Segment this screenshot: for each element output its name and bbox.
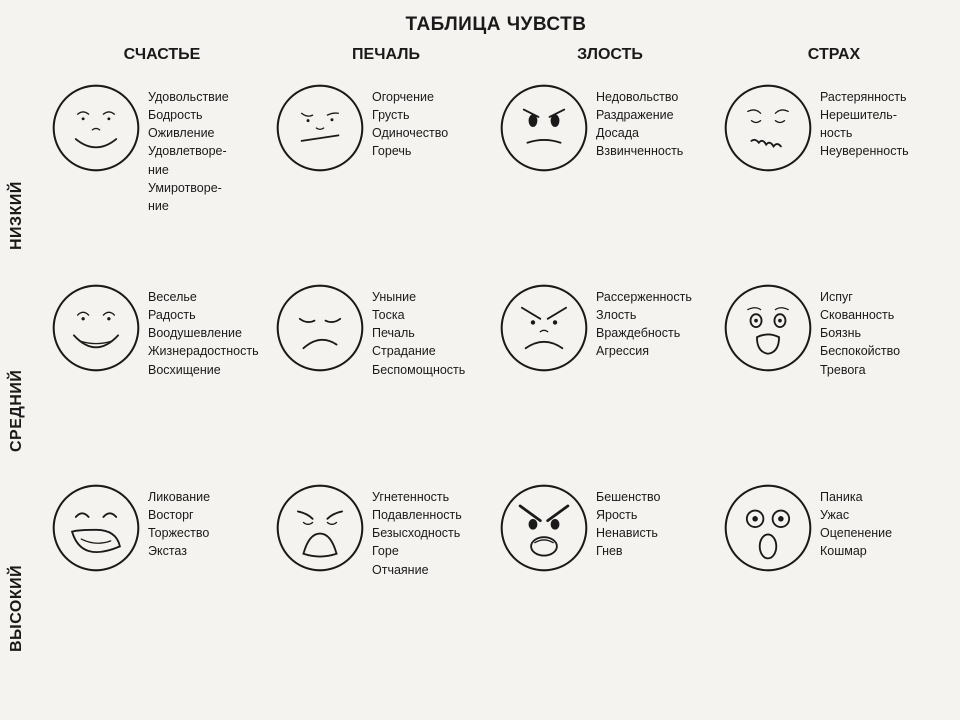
row-label-high: ВЫСОКИЙ (8, 565, 26, 652)
words-fear-low: Растерянность Нерешитель- ность Неуверен… (820, 82, 909, 161)
col-header-anger: ЗЛОСТЬ (498, 42, 722, 72)
face-sad-high-icon (274, 482, 366, 574)
col-header-happy: СЧАСТЬЕ (50, 42, 274, 72)
words-happy-low: Удовольствие Бодрость Оживление Удовлетв… (148, 82, 229, 215)
face-fear-low-icon (722, 82, 814, 174)
cell-happy-high: Ликование Восторг Торжество Экстаз (50, 472, 274, 672)
row-label-low: НИЗКИЙ (8, 181, 26, 250)
cell-anger-high: Бешенство Ярость Ненависть Гнев (498, 472, 722, 672)
words-fear-mid: Испуг Скованность Боязнь Беспокойство Тр… (820, 282, 900, 379)
words-fear-high: Паника Ужас Оцепенение Кошмар (820, 482, 892, 561)
words-happy-high: Ликование Восторг Торжество Экстаз (148, 482, 210, 561)
cell-anger-low: Недовольство Раздражение Досада Взвинчен… (498, 72, 722, 272)
face-happy-high-icon (50, 482, 142, 574)
face-anger-high-icon (498, 482, 590, 574)
feelings-table: ТАБЛИЦА ЧУВСТВ СЧАСТЬЕ ПЕЧАЛЬ ЗЛОСТЬ СТР… (0, 0, 960, 720)
cell-anger-mid: Рассерженность Злость Враждебность Агрес… (498, 272, 722, 472)
column-headers: СЧАСТЬЕ ПЕЧАЛЬ ЗЛОСТЬ СТРАХ (50, 42, 946, 72)
face-sad-low-icon (274, 82, 366, 174)
feelings-grid: Удовольствие Бодрость Оживление Удовлетв… (50, 72, 946, 672)
cell-sad-mid: Уныние Тоска Печаль Страдание Беспомощно… (274, 272, 498, 472)
face-happy-low-icon (50, 82, 142, 174)
face-anger-mid-icon (498, 282, 590, 374)
face-happy-mid-icon (50, 282, 142, 374)
face-anger-low-icon (498, 82, 590, 174)
words-sad-mid: Уныние Тоска Печаль Страдание Беспомощно… (372, 282, 465, 379)
col-header-sad: ПЕЧАЛЬ (274, 42, 498, 72)
cell-fear-high: Паника Ужас Оцепенение Кошмар (722, 472, 946, 672)
cell-happy-mid: Веселье Радость Воодушевление Жизнерадос… (50, 272, 274, 472)
page-title: ТАБЛИЦА ЧУВСТВ (46, 14, 946, 36)
cell-happy-low: Удовольствие Бодрость Оживление Удовлетв… (50, 72, 274, 272)
row-label-mid: СРЕДНИЙ (8, 370, 26, 452)
face-sad-mid-icon (274, 282, 366, 374)
cell-sad-high: Угнетенность Подавленность Безысходность… (274, 472, 498, 672)
words-sad-high: Угнетенность Подавленность Безысходность… (372, 482, 462, 579)
cell-sad-low: Огорчение Грусть Одиночество Горечь (274, 72, 498, 272)
cell-fear-mid: Испуг Скованность Боязнь Беспокойство Тр… (722, 272, 946, 472)
face-fear-mid-icon (722, 282, 814, 374)
words-sad-low: Огорчение Грусть Одиночество Горечь (372, 82, 448, 161)
words-anger-high: Бешенство Ярость Ненависть Гнев (596, 482, 660, 561)
face-fear-high-icon (722, 482, 814, 574)
words-happy-mid: Веселье Радость Воодушевление Жизнерадос… (148, 282, 259, 379)
words-anger-mid: Рассерженность Злость Враждебность Агрес… (596, 282, 692, 361)
cell-fear-low: Растерянность Нерешитель- ность Неуверен… (722, 72, 946, 272)
words-anger-low: Недовольство Раздражение Досада Взвинчен… (596, 82, 683, 161)
col-header-fear: СТРАХ (722, 42, 946, 72)
